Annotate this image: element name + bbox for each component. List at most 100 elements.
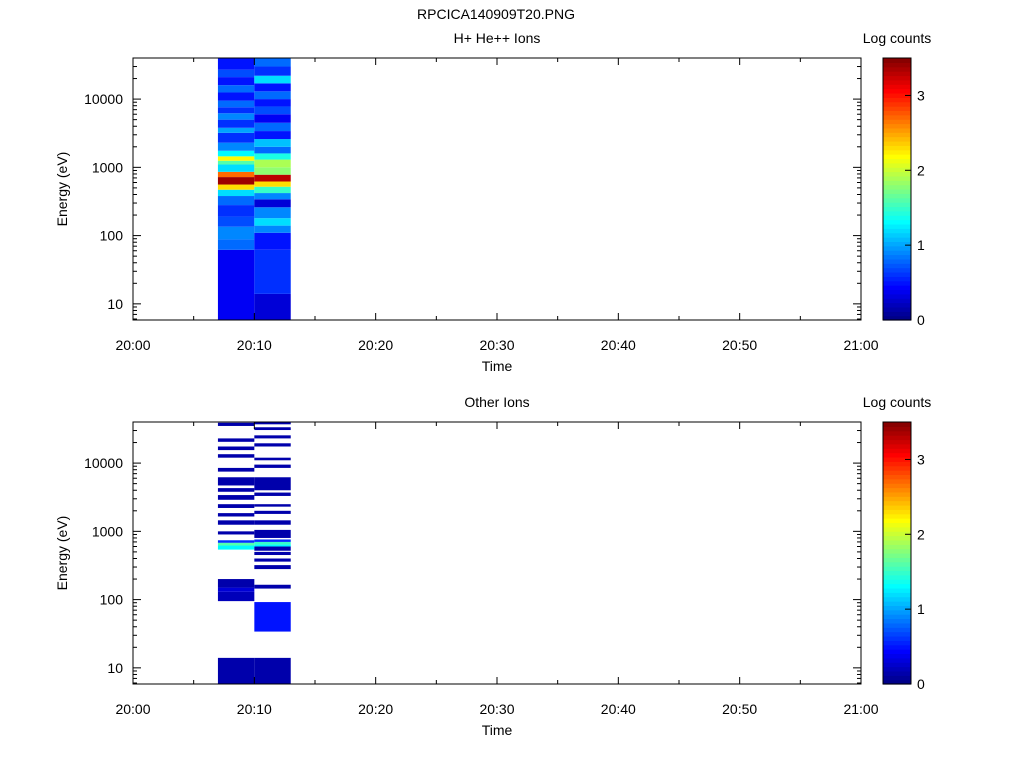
- colorbar-segment: [883, 561, 911, 567]
- heatmap-cell: [254, 443, 291, 447]
- colorbar-segment: [883, 228, 911, 234]
- colorbar-segment: [883, 140, 911, 146]
- heatmap-cell: [217, 164, 255, 172]
- colorbar-segment: [883, 79, 911, 85]
- colorbar-segment: [883, 75, 911, 81]
- colorbar-segment: [883, 162, 911, 168]
- colorbar-segment: [883, 154, 911, 160]
- colorbar-segment: [883, 184, 911, 190]
- panel-2: 20:00 20:10 20:20 20:30 20:40 20:50 21:0010100…: [54, 394, 931, 738]
- heatmap-cell: [217, 446, 255, 451]
- colorbar-segment: [883, 267, 911, 273]
- colorbar-segment: [883, 114, 911, 120]
- colorbar-label: Log counts: [863, 30, 932, 46]
- colorbar-segment: [883, 298, 911, 304]
- heatmap-cell: [254, 106, 291, 115]
- y-tick-label: 1000: [92, 523, 123, 539]
- x-tick-label: 21:00: [843, 701, 878, 717]
- heatmap-cell: [217, 171, 255, 178]
- heatmap-cell: [217, 422, 255, 426]
- heatmap-cell: [254, 218, 291, 226]
- colorbar-segment: [883, 522, 911, 528]
- colorbar-segment: [883, 285, 911, 291]
- colorbar-segment: [883, 500, 911, 506]
- heatmap-cell: [254, 477, 291, 491]
- heatmap-cell: [217, 545, 255, 550]
- heatmap-cell: [254, 66, 291, 76]
- colorbar-segment: [883, 189, 911, 194]
- colorbar-segment: [883, 88, 911, 94]
- heatmap-cell: [254, 232, 291, 250]
- colorbar-segment: [883, 175, 911, 181]
- heatmap-cell: [217, 579, 255, 588]
- heatmap-cell: [217, 587, 255, 592]
- heatmap-cell: [254, 539, 291, 542]
- x-tick-label: 20:40: [601, 337, 636, 353]
- x-tick-label: 20:20: [358, 337, 393, 353]
- heatmap-cell: [254, 510, 291, 514]
- colorbar-segment: [883, 258, 911, 264]
- heatmap-cell: [217, 156, 255, 161]
- colorbar-segment: [883, 483, 911, 489]
- colorbar-segment: [883, 535, 911, 541]
- heatmap-cell: [217, 85, 255, 93]
- heatmap-cell: [217, 107, 255, 114]
- colorbar-segment: [883, 254, 911, 260]
- heatmap-cell: [217, 504, 255, 508]
- colorbar-segment: [883, 670, 911, 676]
- heatmap-cells: [217, 58, 291, 320]
- colorbar-segment: [883, 311, 911, 317]
- colorbar-segment: [883, 197, 911, 203]
- heatmap-cell: [254, 422, 291, 425]
- colorbar-tick-label: 2: [917, 526, 925, 542]
- heatmap-cell: [254, 114, 291, 123]
- heatmap-cell: [254, 153, 291, 160]
- colorbar-segment: [883, 487, 911, 493]
- colorbar-segment: [883, 263, 911, 269]
- heatmap-cell: [254, 131, 291, 140]
- y-axis-label: Energy (eV): [54, 516, 70, 591]
- colorbar-segment: [883, 557, 911, 563]
- colorbar-segment: [883, 653, 911, 659]
- heatmap-cell: [254, 464, 291, 468]
- colorbar-segment: [883, 132, 911, 138]
- colorbar-label: Log counts: [863, 394, 932, 410]
- x-tick-label: 20:50: [722, 701, 757, 717]
- heatmap-cell: [254, 529, 291, 538]
- colorbar-segment: [883, 605, 911, 611]
- colorbar-segment: [883, 596, 911, 602]
- heatmap-cell: [217, 488, 255, 492]
- colorbar-segment: [883, 574, 911, 580]
- heatmap-cell: [217, 657, 255, 684]
- colorbar-segment: [883, 679, 911, 685]
- figure-title: RPCICA140909T20.PNG: [417, 6, 575, 22]
- x-tick-label: 20:10: [237, 701, 272, 717]
- colorbar-segment: [883, 250, 911, 256]
- heatmap-cell: [254, 544, 291, 547]
- colorbar-segment: [883, 513, 911, 519]
- colorbar-segment: [883, 245, 911, 251]
- colorbar-tick-label: 3: [917, 87, 925, 103]
- heatmap-cell: [254, 159, 291, 168]
- heatmap-cell: [254, 186, 291, 194]
- colorbar-tick-label: 0: [917, 312, 925, 328]
- colorbar-tick-label: 2: [917, 162, 925, 178]
- colorbar-segment: [883, 149, 911, 155]
- heatmap-cell: [254, 551, 291, 556]
- plot-area: [133, 422, 861, 684]
- heatmap-cell: [254, 558, 291, 562]
- heatmap-cell: [254, 565, 291, 570]
- heatmap-cell: [217, 467, 255, 472]
- colorbar-segment: [883, 448, 911, 454]
- colorbar-segment: [883, 662, 911, 668]
- colorbar-segment: [883, 601, 911, 606]
- colorbar-segment: [883, 180, 911, 186]
- colorbar-segment: [883, 504, 911, 510]
- heatmap-cell: [254, 122, 291, 132]
- heatmap-cell: [254, 207, 291, 219]
- colorbar-segment: [883, 302, 911, 308]
- colorbar-segment: [883, 675, 911, 681]
- colorbar-segment: [883, 461, 911, 467]
- heatmap-cell: [217, 100, 255, 108]
